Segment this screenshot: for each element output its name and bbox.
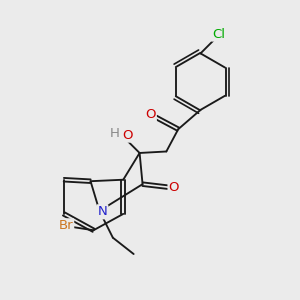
Text: Cl: Cl — [212, 28, 225, 40]
Text: H: H — [110, 127, 119, 140]
Text: O: O — [122, 129, 133, 142]
Text: Br: Br — [58, 219, 73, 232]
Text: N: N — [98, 205, 107, 218]
Text: O: O — [145, 108, 156, 122]
Text: O: O — [169, 181, 179, 194]
